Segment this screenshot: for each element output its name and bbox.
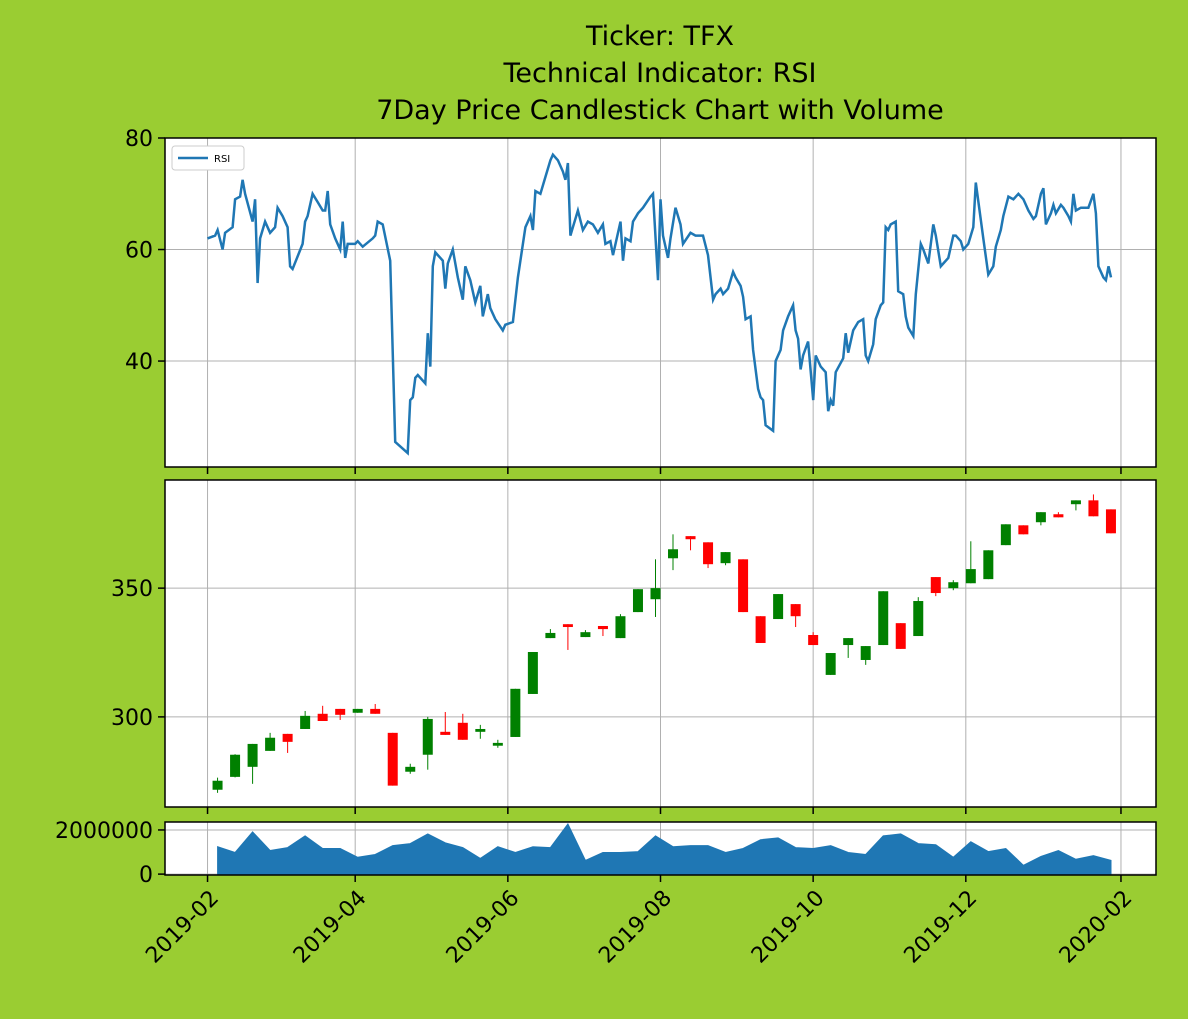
candle-body <box>580 632 591 638</box>
legend-label: RSI <box>214 154 230 165</box>
candle-body <box>1070 500 1081 505</box>
candle-body <box>282 733 293 742</box>
y-tick-label: 300 <box>111 706 153 731</box>
candle-body <box>895 623 906 649</box>
candle-body <box>632 589 643 613</box>
candle-body <box>685 536 696 540</box>
y-tick-label: 80 <box>125 127 153 152</box>
candle-body <box>370 708 381 714</box>
candle-body <box>738 559 749 613</box>
candle-body <box>597 625 608 630</box>
candle-body <box>878 591 889 646</box>
chart-title: Technical Indicator: RSI <box>503 58 817 89</box>
candle-body <box>720 552 731 564</box>
candle-body <box>510 688 521 737</box>
candle-body <box>703 542 714 565</box>
candle-body <box>755 616 766 643</box>
axes-frame <box>164 137 1157 468</box>
axes-frame <box>164 821 1157 876</box>
y-tick-label: 0 <box>139 863 153 888</box>
candle-body <box>247 743 258 767</box>
candle-body <box>265 737 276 751</box>
candle-body <box>440 731 451 735</box>
rsi-line <box>207 152 1113 456</box>
y-tick-label: 2000000 <box>55 819 153 844</box>
candle-body <box>352 708 363 713</box>
candle-body <box>300 715 311 729</box>
candle-body <box>965 569 976 584</box>
candle-body <box>930 577 941 594</box>
candle-body <box>317 713 328 722</box>
candle-body <box>808 635 819 646</box>
candle-body <box>335 708 346 715</box>
axes-frame <box>164 479 1157 808</box>
candle-body <box>212 780 223 790</box>
candle-body <box>527 651 538 694</box>
candle-body <box>843 638 854 646</box>
candle-body <box>790 604 801 617</box>
candle-body <box>562 624 573 628</box>
candle-body <box>1053 514 1064 518</box>
candle-body <box>1105 509 1116 534</box>
candle-body <box>650 588 661 600</box>
chart-title: 7Day Price Candlestick Chart with Volume <box>376 95 944 126</box>
candle-body <box>405 766 416 772</box>
candle-body <box>1035 512 1046 523</box>
candle-body <box>983 550 994 580</box>
y-tick-label: 60 <box>125 239 153 264</box>
candle-body <box>1018 525 1029 535</box>
candle-body <box>545 632 556 639</box>
candle-body <box>492 742 503 746</box>
candle-body <box>457 722 468 740</box>
candle-body <box>913 601 924 637</box>
volume-area <box>217 823 1112 875</box>
candle-body <box>860 646 871 660</box>
candle-body <box>387 732 398 786</box>
candle-body <box>1000 524 1011 546</box>
candle-body <box>948 582 959 589</box>
candle-body <box>422 718 433 755</box>
candle-body <box>773 594 784 620</box>
chart-title: Ticker: TFX <box>585 21 734 52</box>
candle-body <box>825 653 836 675</box>
candle-body <box>668 549 679 559</box>
candle-body <box>615 616 626 639</box>
y-tick-label: 350 <box>111 577 153 602</box>
candle-body <box>1088 500 1099 517</box>
y-tick-label: 40 <box>125 350 153 375</box>
candle-body <box>475 728 486 732</box>
candle-body <box>230 754 241 777</box>
